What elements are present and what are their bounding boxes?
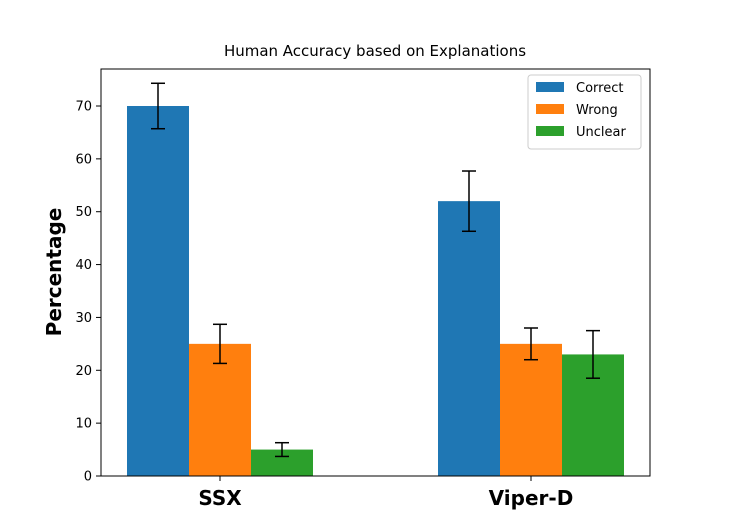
error-bar-unclear-ssx [275,441,289,458]
legend-item-correct: Correct [536,81,623,96]
y-tick-label: 20 [75,364,92,379]
plot-frame [100,68,651,477]
error-bar-wrong-viper-d [524,327,538,361]
error-bar-correct-ssx [151,82,165,130]
legend-swatch [536,104,564,114]
error-bar-correct-viper-d [462,170,476,233]
bar-correct-viper-d [438,201,500,476]
y-tick-label: 50 [75,205,92,220]
legend-item-wrong: Wrong [536,103,618,118]
bar-wrong-ssx [189,343,251,476]
legend: Correct Wrong Unclear [527,74,642,150]
bar-correct-ssx [127,106,189,476]
error-bar-unclear-viper-d [586,329,600,379]
y-tick-label: 40 [75,258,92,273]
bar-wrong-viper-d [500,343,562,476]
error-bars-group [151,82,600,458]
y-tick-label: 70 [75,100,92,115]
x-tick-label-viper-d: Viper-D [489,486,574,510]
x-tick-label-ssx: SSX [198,486,242,510]
y-tick-label: 60 [75,152,92,167]
y-tick-label: 0 [84,470,92,485]
error-bar-wrong-ssx [213,323,227,365]
legend-swatch [536,82,564,92]
bars-group [127,106,624,476]
chart-title: Human Accuracy based on Explanations [224,42,526,60]
legend-swatch [536,126,564,136]
y-tick-label: 10 [75,417,92,432]
y-axis: 0 10 20 30 40 50 60 70 [75,100,101,485]
legend-item-unclear: Unclear [536,125,626,140]
y-tick-label: 30 [75,311,92,326]
x-axis: SSX Viper-D [198,476,573,510]
y-axis-label: Percentage [42,208,66,337]
legend-label: Correct [576,81,623,96]
legend-label: Unclear [576,125,626,140]
legend-label: Wrong [576,103,618,118]
